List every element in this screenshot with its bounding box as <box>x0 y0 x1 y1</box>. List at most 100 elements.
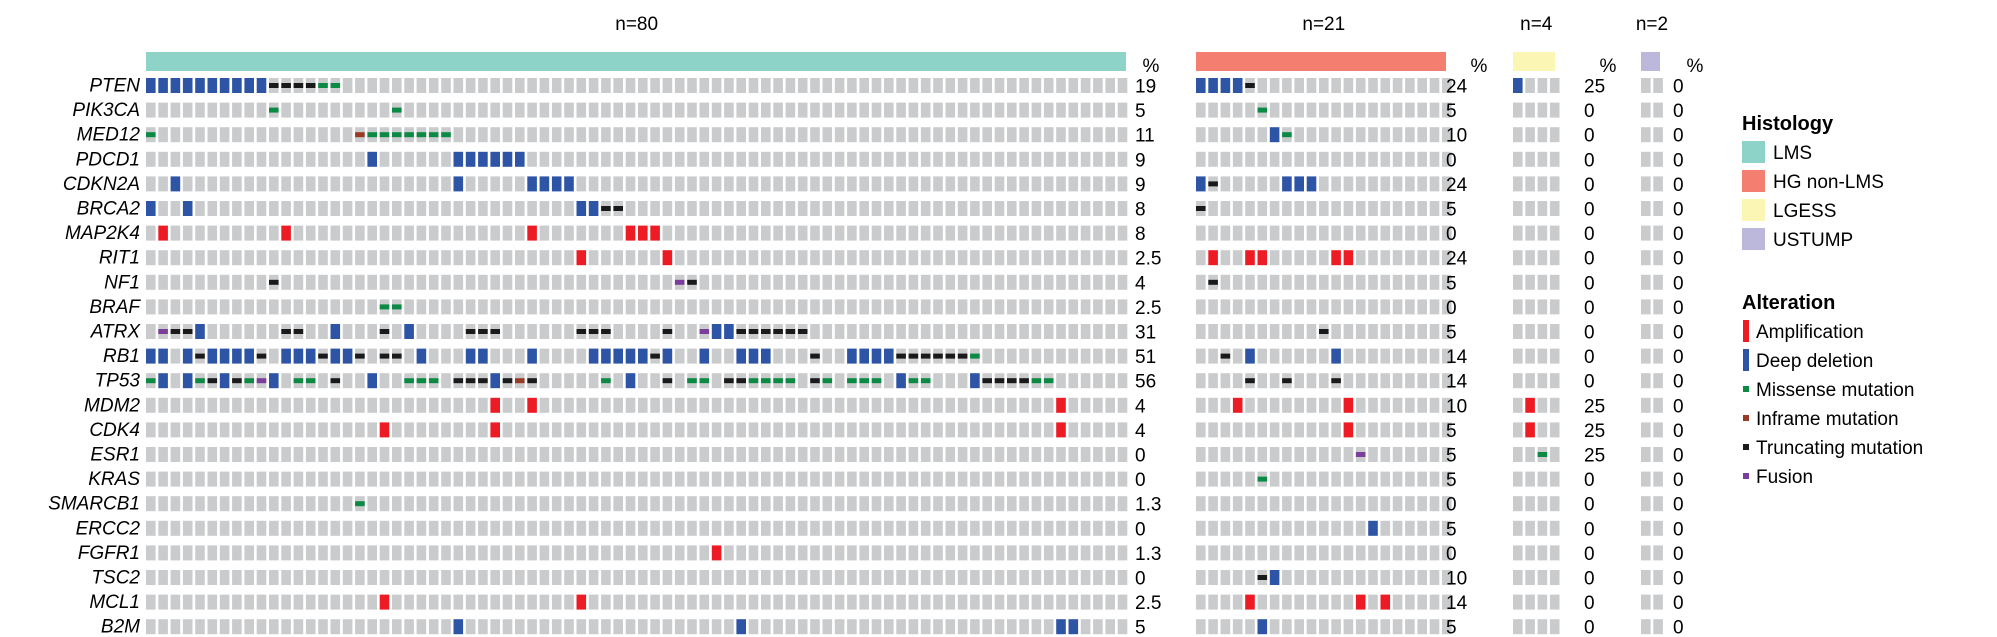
cell <box>502 619 513 635</box>
cell <box>539 78 550 93</box>
percent-value: 5 <box>1135 618 1146 637</box>
cell <box>773 447 783 462</box>
cell <box>1653 102 1663 118</box>
cell <box>1319 619 1329 635</box>
cell <box>1056 225 1066 241</box>
cell <box>1442 324 1452 339</box>
cell <box>1117 324 1128 339</box>
cell-deep-deletion <box>613 348 623 364</box>
cell <box>219 397 230 413</box>
cell <box>428 422 439 438</box>
cell <box>625 250 636 266</box>
percent-value: 0 <box>1584 372 1595 393</box>
cell <box>465 397 476 413</box>
cell <box>822 545 833 561</box>
cell <box>994 151 1005 167</box>
cell <box>1257 225 1268 241</box>
cell <box>650 299 660 315</box>
cell <box>1220 299 1231 315</box>
cell <box>1208 545 1218 561</box>
cell-truncating-mark <box>945 353 956 359</box>
cell <box>638 250 648 266</box>
cell <box>588 471 599 487</box>
cell <box>318 274 328 290</box>
cell <box>1294 127 1304 143</box>
cell <box>1429 570 1440 585</box>
cell <box>884 594 894 610</box>
cell <box>551 447 562 462</box>
cell <box>355 471 365 487</box>
cell <box>182 471 193 487</box>
cell <box>785 225 796 241</box>
cell <box>478 176 488 192</box>
gene-label: RIT1 <box>99 248 140 269</box>
cell <box>1043 545 1054 561</box>
cell-deep-deletion <box>724 324 734 339</box>
cell <box>527 127 537 143</box>
cell <box>1068 127 1079 143</box>
cell <box>982 348 992 364</box>
cell <box>515 594 525 610</box>
cell <box>1294 570 1304 585</box>
cell <box>920 619 931 635</box>
cell <box>933 324 943 339</box>
percent-value: 0 <box>1584 569 1595 590</box>
cell-deep-deletion <box>1232 78 1243 93</box>
cell <box>281 570 291 585</box>
cell <box>1525 225 1535 241</box>
cell <box>871 570 882 585</box>
cell <box>453 545 464 561</box>
cell-truncating-mark <box>1257 575 1268 580</box>
cell <box>1442 496 1452 512</box>
cell <box>453 520 464 536</box>
percent-header: % <box>1687 56 1704 77</box>
cell <box>933 78 943 93</box>
cell <box>1245 127 1255 143</box>
cell <box>392 422 402 438</box>
cell <box>1031 225 1042 241</box>
cell <box>576 176 587 192</box>
cell <box>527 619 537 635</box>
cell <box>945 496 956 512</box>
percent-value: 51 <box>1135 347 1156 368</box>
cell <box>256 151 267 167</box>
cell <box>982 250 992 266</box>
cell <box>687 570 697 585</box>
cell-deep-deletion <box>158 78 168 93</box>
cell <box>1117 471 1128 487</box>
cell <box>1220 176 1231 192</box>
cell <box>170 299 181 315</box>
cell-truncating-mark <box>601 329 611 334</box>
cell <box>1653 225 1663 241</box>
cell <box>428 520 439 536</box>
cell <box>527 570 537 585</box>
cell <box>896 151 906 167</box>
percent-value: 0 <box>1584 470 1595 491</box>
cell <box>293 545 304 561</box>
cell <box>1343 570 1354 585</box>
cell <box>847 225 857 241</box>
cell <box>1294 250 1304 266</box>
cell-truncating-mark <box>1208 181 1218 187</box>
cell <box>1269 447 1280 462</box>
cell <box>1257 127 1268 143</box>
cell <box>1282 102 1292 118</box>
cell <box>318 201 328 216</box>
cell <box>601 545 611 561</box>
cell <box>625 78 636 93</box>
cell <box>404 447 414 462</box>
cell <box>1196 471 1206 487</box>
cell <box>1232 151 1243 167</box>
cell <box>785 422 796 438</box>
cell <box>490 520 500 536</box>
cell <box>871 176 882 192</box>
cell <box>515 619 525 635</box>
cell <box>1208 201 1218 216</box>
cell <box>1319 225 1329 241</box>
cell <box>478 496 488 512</box>
cell <box>822 397 833 413</box>
cell <box>195 176 205 192</box>
cell <box>1117 520 1128 536</box>
cell <box>1380 422 1391 438</box>
cell <box>1056 373 1066 389</box>
